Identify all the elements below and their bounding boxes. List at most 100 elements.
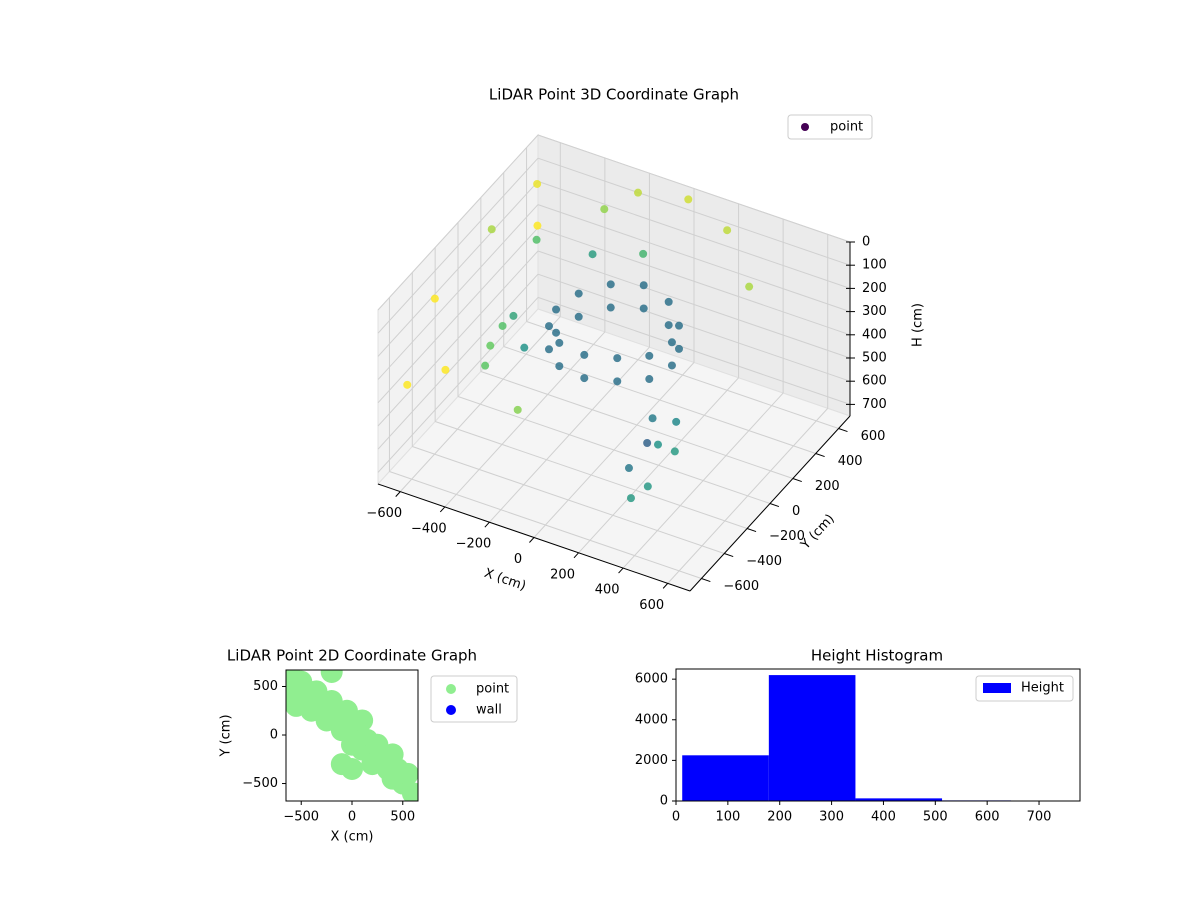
data-point: [286, 670, 303, 688]
data-point: [588, 250, 597, 259]
data-point: [606, 280, 615, 289]
y-axis-line: [689, 415, 851, 592]
legend-label: point: [476, 682, 509, 697]
tick-mark: [439, 506, 446, 513]
legend-box: [787, 114, 873, 140]
tick-mark: [724, 553, 734, 558]
data-point: [441, 365, 450, 374]
y-tick-label: 0: [792, 504, 800, 519]
y-tick-label: −400: [746, 554, 782, 569]
grid-line: [537, 273, 851, 382]
legend-marker: [446, 684, 456, 694]
legend-marker: [801, 123, 809, 131]
chart-title: LiDAR Point 2D Coordinate Graph: [227, 647, 477, 665]
z-tick-label: 100: [862, 258, 887, 273]
x-tick-label: 100: [715, 810, 740, 825]
data-point: [532, 235, 541, 244]
data-point: [745, 282, 754, 291]
chart-title: LiDAR Point 3D Coordinate Graph: [489, 86, 739, 104]
z-tick-label: 500: [862, 351, 887, 366]
grid-line: [377, 297, 539, 473]
grid-line: [457, 396, 771, 504]
grid-line: [377, 250, 539, 427]
data-point: [533, 179, 542, 188]
y-tick-label: 4000: [635, 712, 668, 727]
x-axis-line: [377, 483, 691, 592]
y-tick-label: 2000: [635, 753, 668, 768]
legend-box: [430, 675, 518, 723]
x-tick-label: 700: [1027, 810, 1052, 825]
data-point: [487, 225, 496, 234]
y-tick-label: −500: [242, 776, 278, 791]
x-tick-label: 0: [672, 810, 680, 825]
z-tick-label: 700: [862, 397, 887, 412]
data-point: [600, 205, 609, 214]
grid-line: [377, 181, 539, 357]
data-point: [645, 351, 654, 360]
z-tick-label: 200: [862, 281, 887, 296]
grid-line: [537, 180, 851, 289]
x-tick-label: 500: [390, 810, 415, 825]
data-point: [643, 482, 652, 491]
data-point: [481, 361, 490, 370]
y-tick-label: 6000: [635, 672, 668, 687]
tick-mark: [838, 428, 848, 433]
data-point: [574, 289, 583, 298]
x-tick-label: 600: [639, 598, 664, 613]
y-tick-label: 500: [253, 679, 278, 694]
plot-frame: [675, 668, 1081, 802]
data-point: [639, 281, 648, 290]
tick-mark: [618, 567, 624, 574]
tick-mark: [662, 583, 669, 589]
data-point: [639, 304, 648, 313]
data-point: [675, 321, 683, 330]
data-point: [545, 345, 553, 354]
data-point: [723, 226, 732, 235]
x-tick-label: 0: [514, 552, 522, 567]
y-tick-label: 600: [861, 429, 886, 444]
tick-mark: [395, 491, 401, 497]
legend-marker: [446, 705, 456, 715]
data-point: [341, 757, 363, 780]
tick-mark: [573, 552, 579, 559]
grid-line: [537, 134, 851, 243]
tick-mark: [815, 453, 825, 458]
x-tick-label: 400: [595, 583, 620, 598]
data-point: [670, 447, 679, 456]
x-tick-label: −400: [411, 521, 447, 536]
x-tick-label: −500: [283, 810, 319, 825]
data-point: [401, 782, 418, 801]
grid-line: [537, 157, 851, 266]
y-tick-label: 400: [838, 454, 863, 469]
data-point: [645, 375, 654, 384]
data-point: [580, 374, 589, 383]
y-axis-label: Y (cm): [219, 714, 234, 757]
grid-line: [412, 446, 725, 554]
grid-line: [537, 204, 851, 313]
data-point: [664, 321, 673, 330]
bar: [855, 798, 943, 801]
data-point: [574, 312, 583, 321]
bar: [682, 755, 769, 801]
data-point: [606, 303, 615, 312]
tick-mark: [484, 521, 490, 528]
legend-label: wall: [476, 703, 502, 718]
grid-line: [389, 471, 702, 579]
data-point: [533, 221, 542, 230]
data-point: [664, 297, 673, 306]
tick-mark: [792, 478, 802, 483]
data-point: [667, 361, 676, 370]
data-point: [648, 414, 657, 423]
x-tick-label: 200: [550, 567, 575, 582]
x-axis-label: X (cm): [331, 830, 374, 845]
z-tick-label: 600: [862, 374, 887, 389]
grid-line: [377, 227, 539, 404]
grid-line: [537, 250, 851, 359]
grid-line: [434, 421, 748, 529]
data-point: [513, 405, 522, 414]
x-tick-label: 600: [975, 810, 1000, 825]
data-point: [654, 440, 662, 449]
data-point: [684, 195, 693, 204]
legend-patch: [983, 683, 1011, 693]
